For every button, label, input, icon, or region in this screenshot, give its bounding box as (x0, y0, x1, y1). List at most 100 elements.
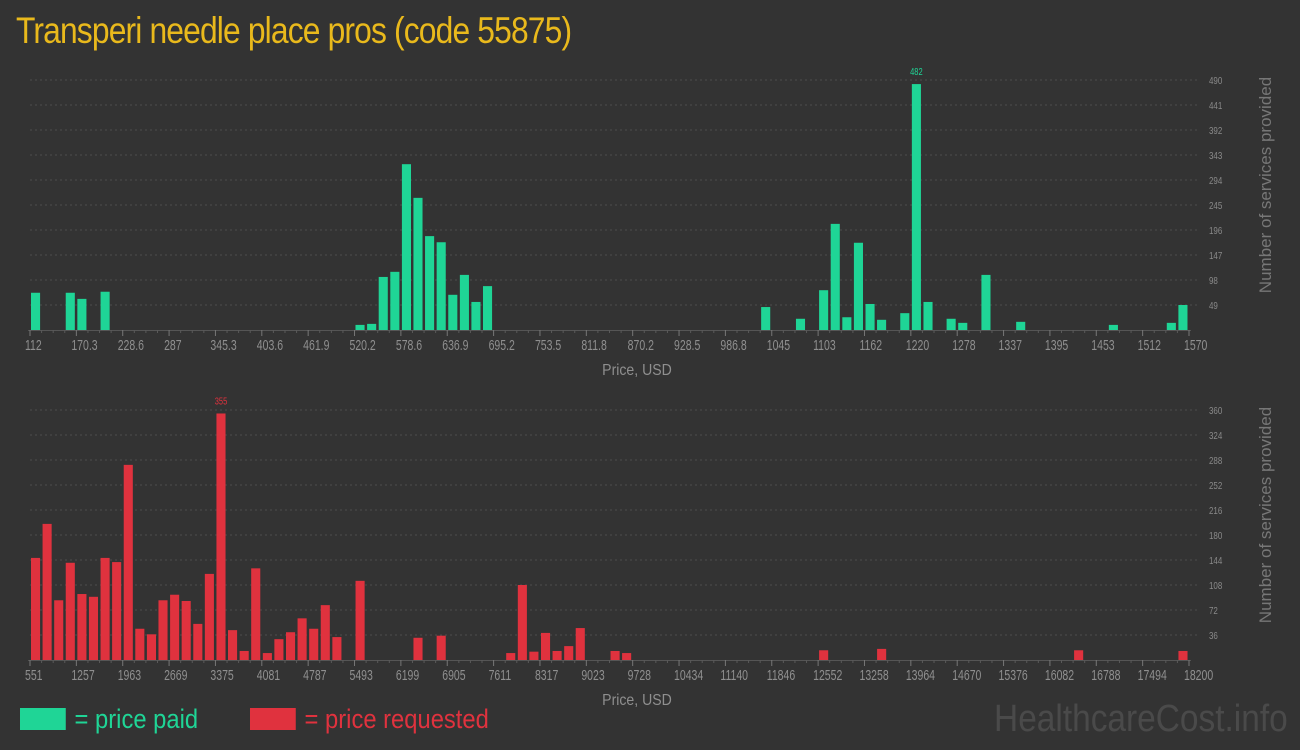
x-tick-label: 3375 (210, 666, 233, 683)
bar (459, 274, 469, 330)
bar (900, 313, 910, 330)
y-tick-label: 36 (1209, 630, 1218, 641)
bar (575, 628, 585, 660)
bar (413, 197, 423, 330)
x-tick-label: 8317 (535, 666, 558, 683)
x-tick-label: 9728 (628, 666, 651, 683)
x-tick-label: 4787 (303, 666, 326, 683)
x-tick-label: 520.2 (350, 336, 376, 353)
x-tick-label: 7611 (489, 666, 512, 683)
y-tick-label: 288 (1209, 455, 1222, 466)
x-tick-label: 811.8 (581, 336, 606, 353)
y-tick-label: 180 (1209, 530, 1222, 541)
bar (309, 628, 319, 660)
bar (795, 318, 806, 330)
bar (482, 286, 493, 330)
legend-label-paid: = price paid (74, 703, 199, 734)
y-tick-label: 147 (1209, 250, 1222, 261)
bar (158, 600, 168, 660)
bar (853, 242, 863, 330)
x-tick-label: 636.9 (442, 336, 468, 353)
x-tick-label: 18200 (1184, 666, 1213, 683)
y-tick-label: 72 (1209, 605, 1218, 616)
max-value-label: 482 (910, 66, 923, 77)
y-tick-label: 49 (1209, 300, 1218, 311)
x-tick-label: 986.8 (720, 336, 746, 353)
x-tick-label: 461.9 (303, 336, 329, 353)
bar (425, 236, 435, 330)
x-tick-label: 928.5 (674, 336, 700, 353)
page-title: Transperi needle place pros (code 55875) (16, 10, 572, 51)
bar (112, 562, 122, 660)
bar (193, 623, 203, 660)
legend-swatch-requested (250, 708, 296, 730)
x-tick-label: 753.5 (535, 336, 561, 353)
x-tick-label: 287 (164, 336, 182, 353)
bar (274, 639, 284, 660)
bar (877, 648, 887, 660)
bar (506, 653, 516, 660)
bar (819, 290, 829, 330)
bar (761, 307, 771, 330)
bar (819, 650, 829, 660)
y-tick-label: 324 (1209, 430, 1222, 441)
x-tick-label: 11140 (720, 666, 748, 683)
y-tick-label: 343 (1209, 150, 1222, 161)
x-tick-label: 6905 (442, 666, 465, 683)
bar (100, 291, 110, 330)
bar (135, 628, 145, 660)
bar (355, 580, 365, 660)
x-tick-label: 5493 (350, 666, 373, 683)
x-tick-label: 345.3 (210, 336, 236, 353)
bar (1166, 322, 1176, 330)
x-tick-label: 13258 (859, 666, 888, 683)
x-tick-label: 17494 (1138, 666, 1167, 683)
x-tick-label: 578.6 (396, 336, 422, 353)
chart-price-paid: 49 98 147 196 245 294 343 392 441 490 112 170.3 228.… (25, 66, 1275, 379)
y-tick-label: 490 (1209, 75, 1222, 86)
x-tick-label: 1395 (1045, 336, 1068, 353)
bar (367, 323, 377, 330)
bar (413, 637, 423, 660)
x-tick-label: 1337 (999, 336, 1022, 353)
x-tick-label: 1512 (1138, 336, 1161, 353)
x-tick-label: 6199 (396, 666, 419, 683)
y-axis-title: Number of services provided (1256, 77, 1275, 293)
bar (228, 630, 238, 660)
bar (830, 223, 840, 330)
bar (448, 294, 458, 330)
x-tick-label: 13964 (906, 666, 935, 683)
bar (540, 632, 551, 660)
bar (216, 413, 226, 660)
bar (100, 557, 110, 660)
y-axis-title: Number of services provided (1256, 407, 1275, 623)
bar (401, 164, 412, 330)
x-tick-label: 1220 (906, 336, 929, 353)
y-tick-label: 441 (1209, 100, 1222, 111)
bar (65, 292, 75, 330)
bar (865, 303, 875, 330)
x-tick-label: 2669 (164, 666, 187, 683)
bar (552, 650, 562, 660)
bar (262, 653, 272, 660)
bar (170, 594, 180, 660)
x-tick-label: 1162 (859, 336, 882, 353)
x-tick-label: 9023 (581, 666, 604, 683)
x-tick-label: 16082 (1045, 666, 1074, 683)
legend-paid: = price paid (20, 704, 198, 734)
bar (54, 600, 64, 660)
bar (1074, 650, 1084, 660)
bar (1178, 650, 1188, 660)
watermark: HealthcareCost.info (994, 698, 1288, 740)
x-tick-label: 1453 (1091, 336, 1114, 353)
bar (981, 274, 991, 330)
bar (355, 324, 365, 330)
bar (610, 650, 620, 660)
x-tick-label: 112 (25, 336, 42, 353)
x-tick-label: 1103 (813, 336, 836, 353)
bar (31, 557, 41, 660)
bar (123, 464, 133, 660)
bar (239, 650, 249, 660)
bar (42, 523, 52, 660)
x-tick-label: 1278 (952, 336, 975, 353)
